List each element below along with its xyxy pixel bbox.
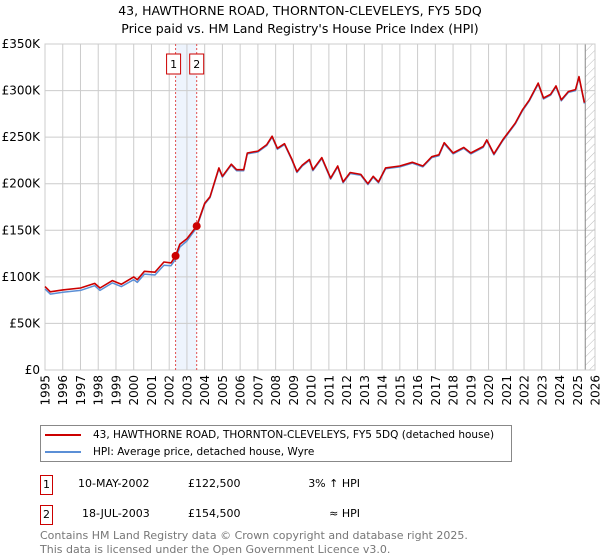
x-tick-label: 2006 (234, 375, 248, 406)
transaction-hpi: ≈ HPI (329, 507, 360, 520)
sale-point (192, 222, 201, 231)
x-tick-label: 1996 (56, 375, 70, 406)
sale-badge (166, 53, 182, 75)
x-tick-label: 2025 (571, 375, 585, 406)
legend-label: HPI: Average price, detached house, Wyre (93, 446, 315, 458)
x-tick-label: 2023 (535, 375, 549, 406)
sale-point (171, 251, 180, 260)
x-tick-label: 2013 (358, 375, 372, 406)
x-tick-label: 1998 (92, 375, 106, 406)
x-tick-label: 2000 (127, 375, 141, 406)
y-tick-label: £100K (2, 270, 42, 284)
x-tick-label: 2026 (589, 375, 600, 406)
sale-period-shade (175, 44, 197, 370)
forecast-hatch (585, 44, 595, 370)
transaction-price: £122,500 (188, 477, 241, 490)
x-tick-label: 2017 (429, 375, 443, 406)
x-tick-label: 2015 (393, 375, 407, 406)
sale-badge-label: 2 (193, 58, 200, 71)
x-tick-label: 2021 (500, 375, 514, 406)
y-tick-label: £350K (2, 37, 42, 51)
legend-swatch-red (45, 434, 81, 436)
transaction-price: £154,500 (188, 507, 241, 520)
transaction-date: 18-JUL-2003 (82, 507, 150, 520)
x-tick-label: 2014 (376, 375, 390, 406)
x-tick-label: 2001 (145, 375, 159, 406)
x-tick-label: 2018 (447, 375, 461, 406)
y-tick-label: £150K (2, 223, 42, 237)
x-tick-label: 2010 (305, 375, 319, 406)
hpi-line (44, 76, 586, 295)
x-tick-label: 2003 (180, 375, 194, 406)
x-tick-label: 2022 (518, 375, 532, 406)
legend-swatch-blue (45, 451, 81, 453)
x-tick-label: 2004 (198, 375, 212, 406)
chart-subtitle: Price paid vs. HM Land Registry's House … (121, 21, 479, 36)
plot-frame (44, 43, 596, 371)
y-tick-label: £300K (2, 84, 42, 98)
x-tick-label: 2012 (340, 375, 354, 406)
sale-badge-label: 1 (170, 58, 177, 71)
x-tick-label: 2007 (251, 375, 265, 406)
x-tick-label: 2009 (287, 375, 301, 406)
y-tick-label: £200K (2, 177, 42, 191)
sale-badge (189, 53, 205, 75)
y-tick-label: £50K (9, 316, 41, 330)
x-tick-label: 2008 (269, 375, 283, 406)
transaction-badge: 2 (40, 505, 53, 525)
x-tick-label: 1997 (74, 375, 88, 406)
chart-title: 43, HAWTHORNE ROAD, THORNTON-CLEVELEYS, … (118, 3, 482, 18)
x-tick-label: 1995 (39, 375, 53, 406)
transaction-hpi: 3% ↑ HPI (308, 477, 360, 490)
y-tick-label: £0 (25, 363, 40, 377)
x-tick-label: 2011 (322, 375, 336, 406)
legend-item-hpi: HPI: Average price, detached house, Wyre (45, 444, 314, 460)
x-tick-label: 2002 (163, 375, 177, 406)
x-tick-label: 2024 (553, 375, 567, 406)
x-tick-label: 2016 (411, 375, 425, 406)
transaction-date: 10-MAY-2002 (78, 477, 150, 490)
x-tick-label: 2020 (482, 375, 496, 406)
x-tick-label: 2019 (464, 375, 478, 406)
transaction-badge: 1 (40, 475, 53, 495)
footer-licence: This data is licensed under the Open Gov… (40, 543, 391, 556)
price-chart: 1995 1996 1997 1998 1999 2000 2001 2002 2003 2004… (2, 37, 600, 406)
x-tick-label: 1999 (110, 375, 124, 406)
footer-copyright: Contains HM Land Registry data © Crown c… (40, 529, 468, 542)
legend-item-property: 43, HAWTHORNE ROAD, THORNTON-CLEVELEYS, … (45, 427, 494, 443)
legend-label: 43, HAWTHORNE ROAD, THORNTON-CLEVELEYS, … (93, 429, 495, 441)
x-tick-label: 2005 (216, 375, 230, 406)
legend: 43, HAWTHORNE ROAD, THORNTON-CLEVELEYS, … (40, 425, 512, 462)
property-price-line (44, 75, 586, 293)
y-tick-label: £250K (2, 130, 42, 144)
